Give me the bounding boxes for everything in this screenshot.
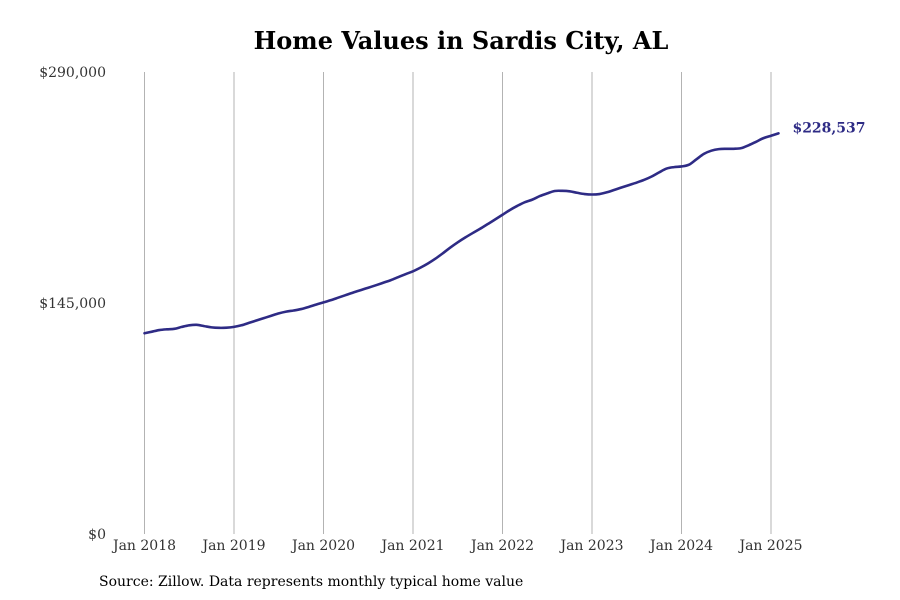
chart-title: Home Values in Sardis City, AL (253, 26, 669, 55)
y-axis-tick-labels: $0 $145,000 $290,000 (39, 65, 106, 543)
x-tick-label: Jan 2022 (469, 538, 534, 554)
x-tick-label: Jan 2025 (737, 538, 802, 554)
y-tick-label: $290,000 (39, 65, 106, 81)
x-tick-label: Jan 2019 (200, 538, 265, 554)
end-value-label-layer: $228,537 (792, 120, 865, 136)
end-value-label: $228,537 (792, 120, 865, 136)
series-line-layer (143, 132, 780, 335)
x-tick-label: Jan 2024 (648, 538, 713, 554)
x-tick-label: Jan 2018 (111, 538, 176, 554)
series-line (143, 132, 780, 335)
y-tick-label: $145,000 (39, 296, 106, 312)
x-tick-label: Jan 2020 (290, 538, 355, 554)
x-tick-label: Jan 2023 (558, 538, 623, 554)
vertical-gridlines (144, 72, 772, 534)
y-tick-label: $0 (88, 527, 106, 543)
x-axis-tick-labels: Jan 2018 Jan 2019 Jan 2020 Jan 2021 Jan 2022… (111, 538, 803, 554)
x-tick-label: Jan 2021 (379, 538, 444, 554)
source-note: Source: Zillow. Data represents monthly … (99, 574, 524, 590)
